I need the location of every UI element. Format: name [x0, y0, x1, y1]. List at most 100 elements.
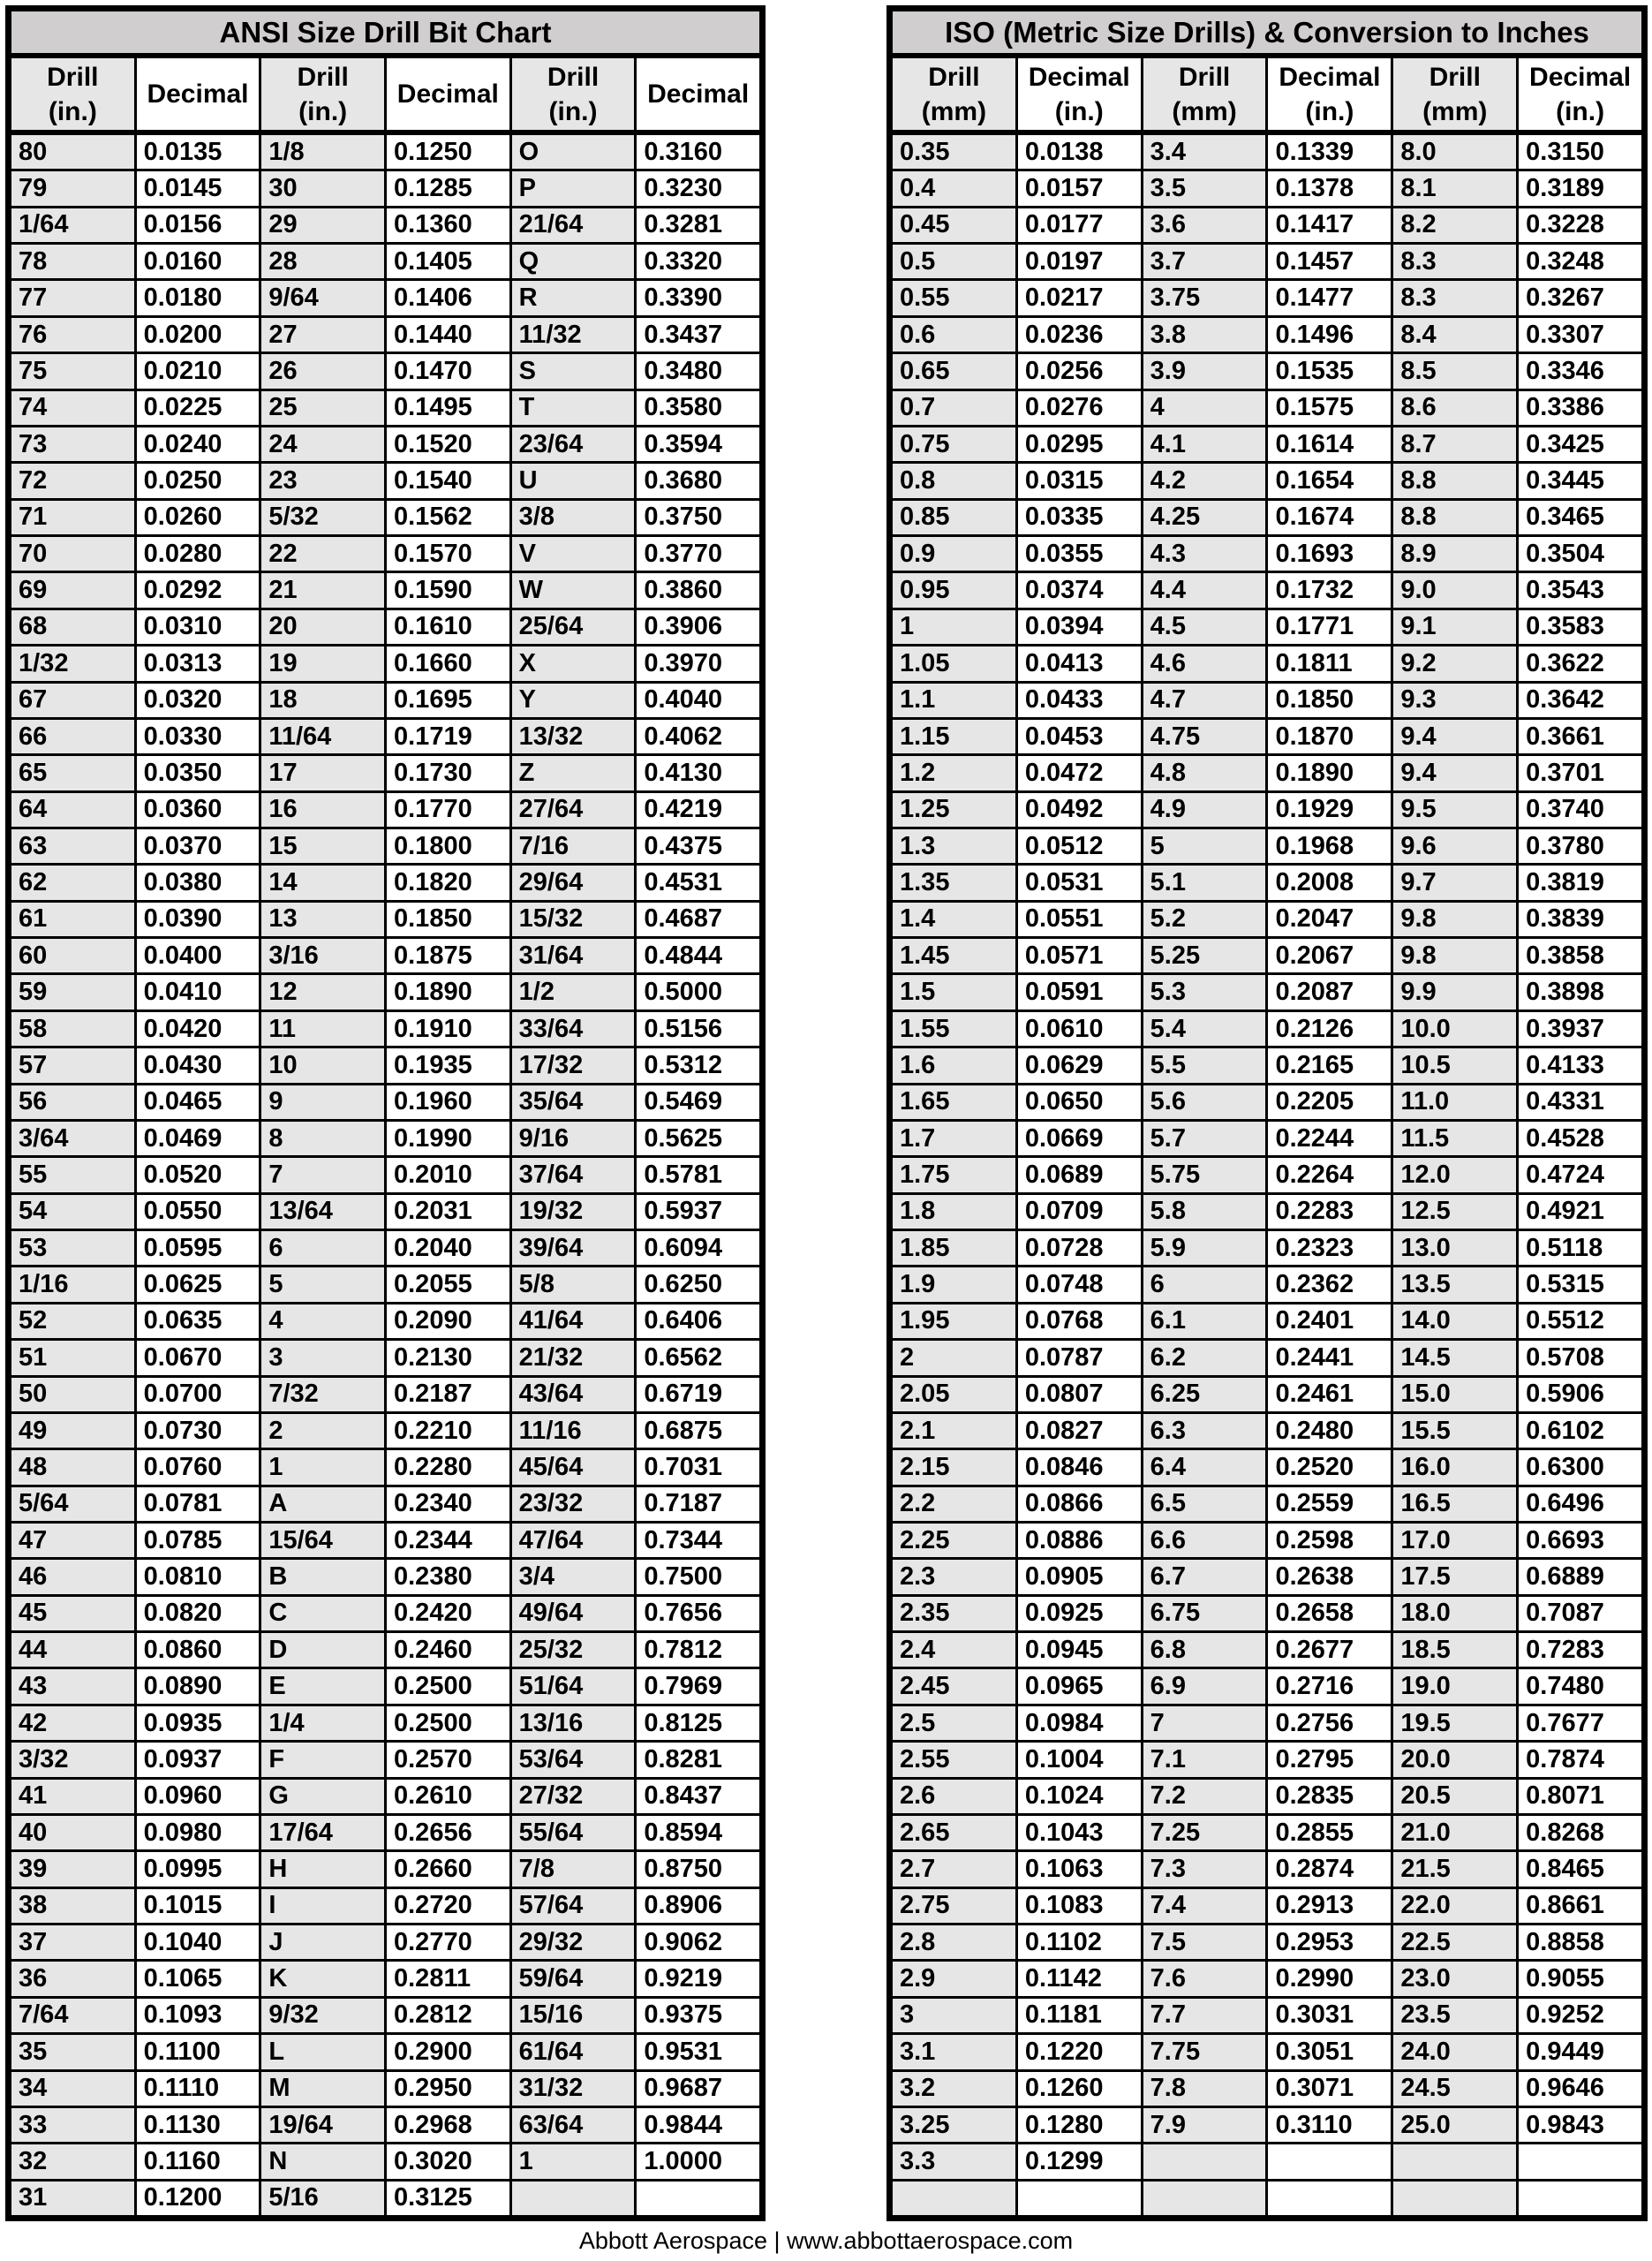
- table-cell: 0.1285: [387, 171, 509, 206]
- table-cell: 61/64: [511, 2035, 635, 2069]
- table-cell: 1/16: [11, 1267, 134, 1302]
- table-cell: 0.2323: [1268, 1231, 1392, 1266]
- table-cell: 0.1457: [1268, 245, 1392, 279]
- table-cell: W: [511, 573, 635, 608]
- table-cell: 0.4687: [637, 902, 759, 937]
- table-cell: 41/64: [511, 1304, 635, 1339]
- table-cell: 6.6: [1143, 1523, 1266, 1558]
- table-cell: 0.6875: [637, 1413, 759, 1448]
- table-cell: 0.6889: [1519, 1560, 1641, 1594]
- table-cell: 31: [11, 2181, 134, 2215]
- table-cell: 0.1250: [387, 135, 509, 170]
- table-cell: 0.3320: [637, 245, 759, 279]
- table-cell: 27: [261, 317, 384, 352]
- table-cell: [1519, 2144, 1641, 2179]
- table-cell: 55/64: [511, 1815, 635, 1850]
- table-cell: 0.2520: [1268, 1450, 1392, 1485]
- table-cell: 0.1674: [1268, 500, 1392, 535]
- table-cell: 0.1770: [387, 792, 509, 827]
- table-cell: 25/32: [511, 1633, 635, 1667]
- table-cell: 26: [261, 354, 384, 389]
- table-cell: 8: [261, 1121, 384, 1156]
- table-cell: 12: [261, 975, 384, 1010]
- table-cell: 18.0: [1393, 1596, 1517, 1631]
- table-cell: 0.9531: [637, 2035, 759, 2069]
- table-cell: 9.5: [1393, 792, 1517, 827]
- table-cell: 0.2812: [387, 1998, 509, 2033]
- table-cell: [1268, 2181, 1392, 2215]
- table-cell: 0.1540: [387, 464, 509, 498]
- table-cell: 0.1063: [1017, 1852, 1141, 1887]
- table-cell: 0.2638: [1268, 1560, 1392, 1594]
- table-cell: 0.1220: [1017, 2035, 1141, 2069]
- table-cell: N: [261, 2144, 384, 2179]
- table-cell: Y: [511, 683, 635, 717]
- table-cell: 18: [261, 683, 384, 717]
- table-cell: 69: [11, 573, 134, 608]
- table-cell: 0.3386: [1519, 390, 1641, 425]
- table-cell: 0.7677: [1519, 1705, 1641, 1741]
- table-cell: 43/64: [511, 1377, 635, 1411]
- table-cell: 7.1: [1143, 1743, 1266, 1777]
- table-cell: 0.0138: [1017, 135, 1141, 170]
- table-cell: 0.2950: [387, 2071, 509, 2106]
- table-cell: 47/64: [511, 1523, 635, 1558]
- table-cell: 0.1730: [387, 756, 509, 790]
- table-cell: 13/64: [261, 1194, 384, 1229]
- table-cell: 11.5: [1393, 1121, 1517, 1156]
- table-cell: 7.2: [1143, 1779, 1266, 1813]
- table-cell: 0.5: [893, 245, 1015, 279]
- table-cell: 2.35: [893, 1596, 1015, 1631]
- table-cell: 17/32: [511, 1048, 635, 1083]
- table-cell: 31/64: [511, 939, 635, 973]
- table-cell: [893, 2181, 1015, 2215]
- table-cell: 0.3906: [637, 609, 759, 645]
- table-cell: 0.2090: [387, 1304, 509, 1339]
- table-cell: 0.1100: [136, 2035, 260, 2069]
- table-cell: 0.2047: [1268, 902, 1392, 937]
- table-cell: 0.0180: [136, 281, 260, 315]
- table-cell: 0.5156: [637, 1011, 759, 1047]
- table-cell: 0.0512: [1017, 828, 1141, 864]
- table-cell: 7.5: [1143, 1925, 1266, 1960]
- table-cell: 0.2835: [1268, 1779, 1392, 1813]
- table-cell: 79: [11, 171, 134, 206]
- table-cell: 0.2656: [387, 1815, 509, 1850]
- table-cell: 0.0689: [1017, 1158, 1141, 1192]
- table-cell: 0.2380: [387, 1560, 509, 1594]
- table-cell: 0.1654: [1268, 464, 1392, 498]
- table-cell: 0.1040: [136, 1925, 260, 1960]
- table-cell: 18.5: [1393, 1633, 1517, 1667]
- table-cell: 3.4: [1143, 135, 1266, 170]
- table-cell: 0.1280: [1017, 2107, 1141, 2143]
- table-cell: 0.2401: [1268, 1304, 1392, 1339]
- table-cell: 0.0465: [136, 1085, 260, 1119]
- table-cell: G: [261, 1779, 384, 1813]
- table-cell: M: [261, 2071, 384, 2106]
- table-cell: 0.2756: [1268, 1705, 1392, 1741]
- table-cell: 1.2: [893, 756, 1015, 790]
- table-cell: 8.3: [1393, 245, 1517, 279]
- table-cell: 0.0860: [136, 1633, 260, 1667]
- table-cell: 76: [11, 317, 134, 352]
- table-cell: 50: [11, 1377, 134, 1411]
- table-cell: 0.7969: [637, 1669, 759, 1704]
- table-cell: 0.1800: [387, 828, 509, 864]
- table-cell: 5.25: [1143, 939, 1266, 973]
- table-cell: 7.9: [1143, 2107, 1266, 2143]
- table-cell: 0.0420: [136, 1011, 260, 1047]
- table-cell: 51/64: [511, 1669, 635, 1704]
- table-cell: 37: [11, 1925, 134, 1960]
- table-cell: 44: [11, 1633, 134, 1667]
- table-cell: 9.8: [1393, 902, 1517, 937]
- table-cell: 0.5312: [637, 1048, 759, 1083]
- table-cell: 11: [261, 1011, 384, 1047]
- table-cell: 1.8: [893, 1194, 1015, 1229]
- table-cell: 8.8: [1393, 464, 1517, 498]
- table-cell: 8.0: [1393, 135, 1517, 170]
- table-cell: 15/32: [511, 902, 635, 937]
- table-cell: 0.3110: [1268, 2107, 1392, 2143]
- table-cell: 0.3642: [1519, 683, 1641, 717]
- table-cell: 0.0156: [136, 208, 260, 243]
- table-cell: 74: [11, 390, 134, 425]
